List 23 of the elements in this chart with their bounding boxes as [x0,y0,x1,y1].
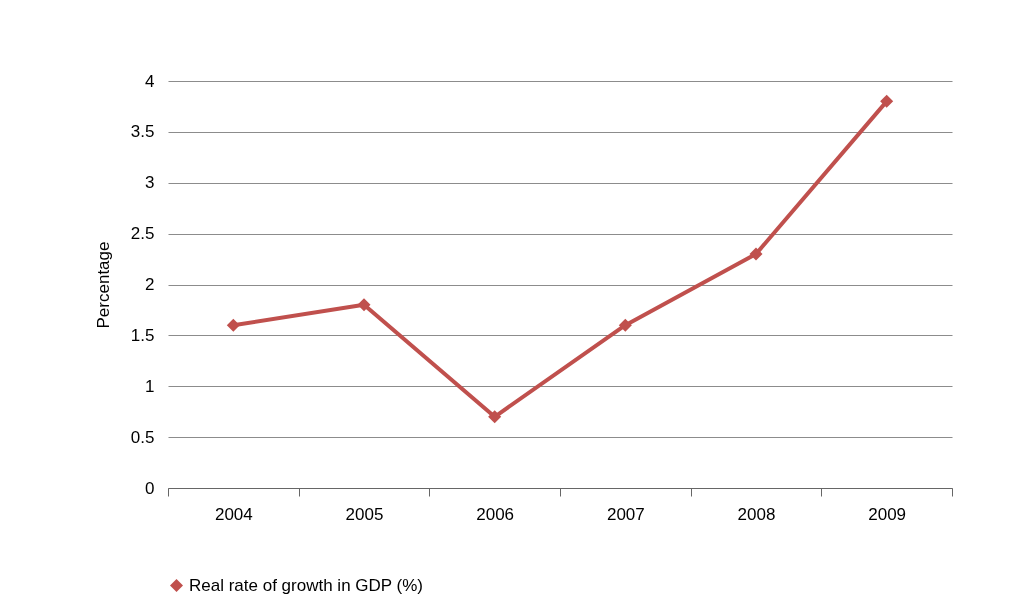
x-tick-label: 2008 [737,504,776,524]
y-tick-label: 3 [145,173,155,193]
x-tick-label: 2009 [868,504,907,524]
y-tick-label: 2 [145,275,155,294]
y-tick-label: 0.5 [130,427,155,447]
point [357,298,371,312]
y-tick-label: 0 [145,478,155,498]
point [226,318,240,332]
x-tick-label: 2005 [345,504,384,524]
y-axis-title: Percentage [93,241,113,329]
y-tick-label: 1 [145,376,155,396]
legend-label: Real rate of growth in GDP (%) [189,575,423,595]
point [618,318,632,332]
x-tick-label: 2006 [476,504,515,524]
y-tick-label: 1.5 [130,325,155,345]
y-tick-label: 4 [145,71,155,91]
y-tick-label: 3.5 [130,122,155,142]
point [488,410,502,424]
y-tick-label: 2.5 [130,224,155,244]
point [880,94,894,108]
point [749,247,763,261]
x-tick-label: 2004 [214,504,253,524]
x-tick-label: 2007 [606,504,645,524]
